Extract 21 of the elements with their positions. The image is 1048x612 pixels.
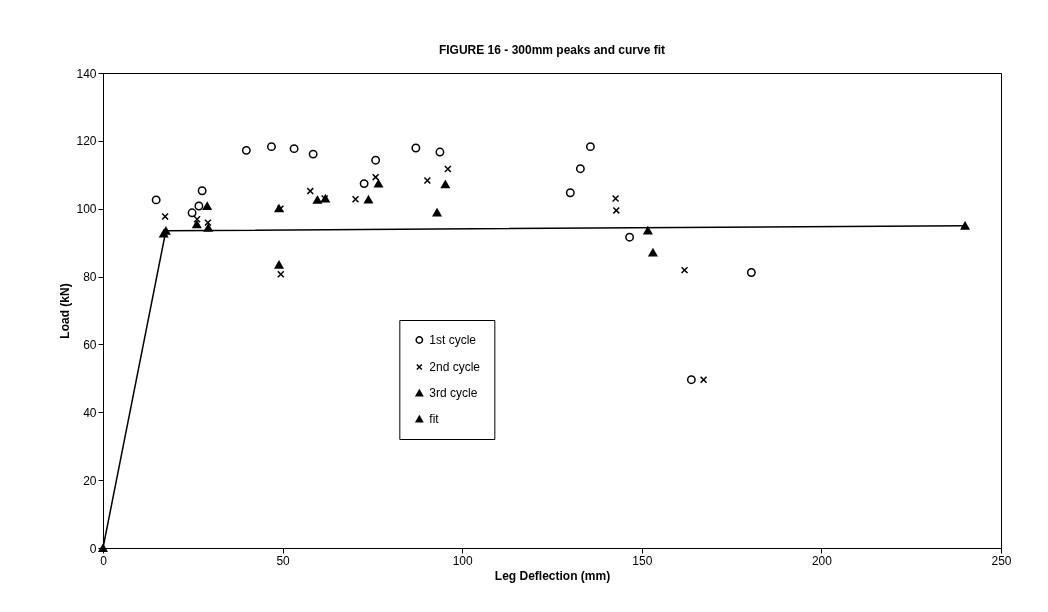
y-tick-label: 100 [76, 202, 97, 217]
legend-label: fit [429, 412, 440, 426]
x-tick-label: 200 [811, 553, 833, 568]
chart-title: FIGURE 16 - 300mm peaks and curve fit [438, 43, 666, 57]
x-axis-title: Leg Deflection (mm) [494, 568, 611, 583]
y-tick-label: 80 [83, 270, 97, 285]
x-tick-label: 250 [991, 553, 1012, 568]
y-axis-title: Load (kN) [58, 283, 73, 339]
x-tick-label: 0 [100, 553, 108, 568]
y-tick-label: 60 [83, 337, 97, 352]
x-tick-label: 150 [632, 553, 653, 568]
y-tick-label: 40 [83, 405, 97, 420]
legend-label: 1st cycle [429, 333, 477, 347]
x-tick-label: 50 [276, 553, 291, 568]
y-tick-label: 0 [89, 541, 97, 556]
legend-label: 2nd cycle [429, 360, 481, 374]
legend-label: 3rd cycle [429, 386, 478, 400]
y-tick-label: 120 [76, 134, 97, 149]
x-tick-label: 100 [452, 553, 474, 568]
y-tick-label: 20 [83, 473, 97, 488]
y-tick-label: 140 [76, 66, 97, 81]
